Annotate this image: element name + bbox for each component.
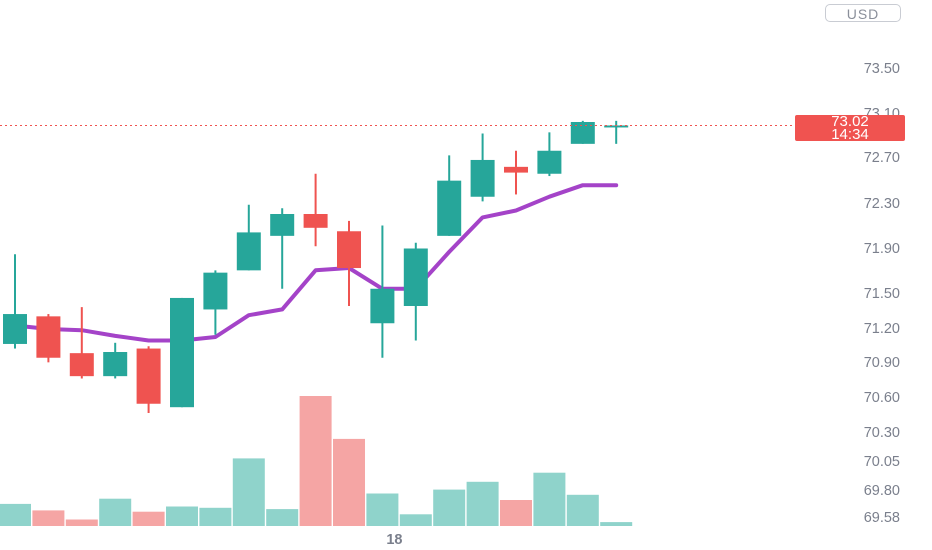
price-tick-label: 71.20 [864,321,900,337]
candle [570,120,595,144]
moving-average [13,183,619,343]
candle [437,155,462,236]
volume-bar [99,498,132,526]
volume-bar [65,519,98,526]
price-tick-label: 73.50 [864,61,900,77]
volume-bar [533,472,566,526]
candle-body [270,214,295,236]
volume-bar [32,510,65,526]
bar-countdown: 14:34 [831,126,869,143]
candle-body [504,166,528,173]
candle-body [604,125,629,128]
candle [504,150,528,195]
price-tick-label: 71.50 [864,286,900,302]
candle-body [170,297,194,408]
candle-body [36,316,61,358]
time-axis[interactable]: 18 [386,532,402,548]
price-axis[interactable]: 73.5073.1072.7072.3071.9071.5071.2070.90… [864,61,900,526]
candle [136,346,161,413]
volume-bar [600,522,633,526]
candle [337,220,361,306]
volume-bar [333,438,365,526]
candle-body [103,352,128,377]
candle [270,208,295,289]
price-tick-label: 70.90 [864,355,900,371]
candles [3,120,629,413]
price-tick-label: 72.30 [864,196,900,212]
last-price-tag: 73.02 14:34 [795,113,905,143]
candle [3,254,27,349]
volume-bar [232,458,265,526]
candle [36,314,61,363]
volume-bar [199,507,232,526]
candle-body [3,314,27,344]
volume-bar [0,503,31,526]
candle-body [370,288,395,324]
price-tick-label: 70.05 [864,454,900,470]
volume-bar [266,509,299,526]
volume-bar [433,489,466,526]
price-tick-label: 69.80 [864,483,900,499]
candle-body [537,150,562,174]
candle [537,132,562,177]
candle [303,173,328,247]
candle-body [470,159,495,197]
time-tick-label: 18 [386,532,402,548]
volume-bars [0,396,633,526]
candle-body [337,231,361,269]
candle [470,133,495,202]
price-tick-label: 72.70 [864,150,900,166]
volume-bar [466,481,499,526]
price-tick-label: 70.30 [864,425,900,441]
candle [203,270,228,335]
candle [604,120,629,144]
price-tick-label: 71.90 [864,241,900,257]
ma-line [13,183,619,343]
candle [236,204,261,271]
volume-bar [500,500,532,526]
volume-bar [366,493,399,526]
price-tick-label: 69.58 [864,510,900,526]
volume-bar [132,511,165,526]
candle [370,225,395,358]
price-tick-label: 70.60 [864,390,900,406]
volume-bar [566,494,599,526]
currency-badge[interactable]: USD [825,4,901,22]
candle-body [437,180,462,236]
candle-body [570,122,595,144]
candle [403,242,428,341]
candle-body [236,232,261,271]
candle [170,297,194,408]
volume-bar [299,396,332,526]
volume-bar [399,514,432,526]
candle-body [303,214,328,228]
volume-bar [166,506,198,526]
candle [69,307,94,379]
candle-body [69,353,94,377]
candle-body [136,348,161,404]
candle-body [203,272,228,310]
candle-body [403,248,428,306]
last-price-value: 73.02 [831,113,869,130]
candle [103,342,128,379]
